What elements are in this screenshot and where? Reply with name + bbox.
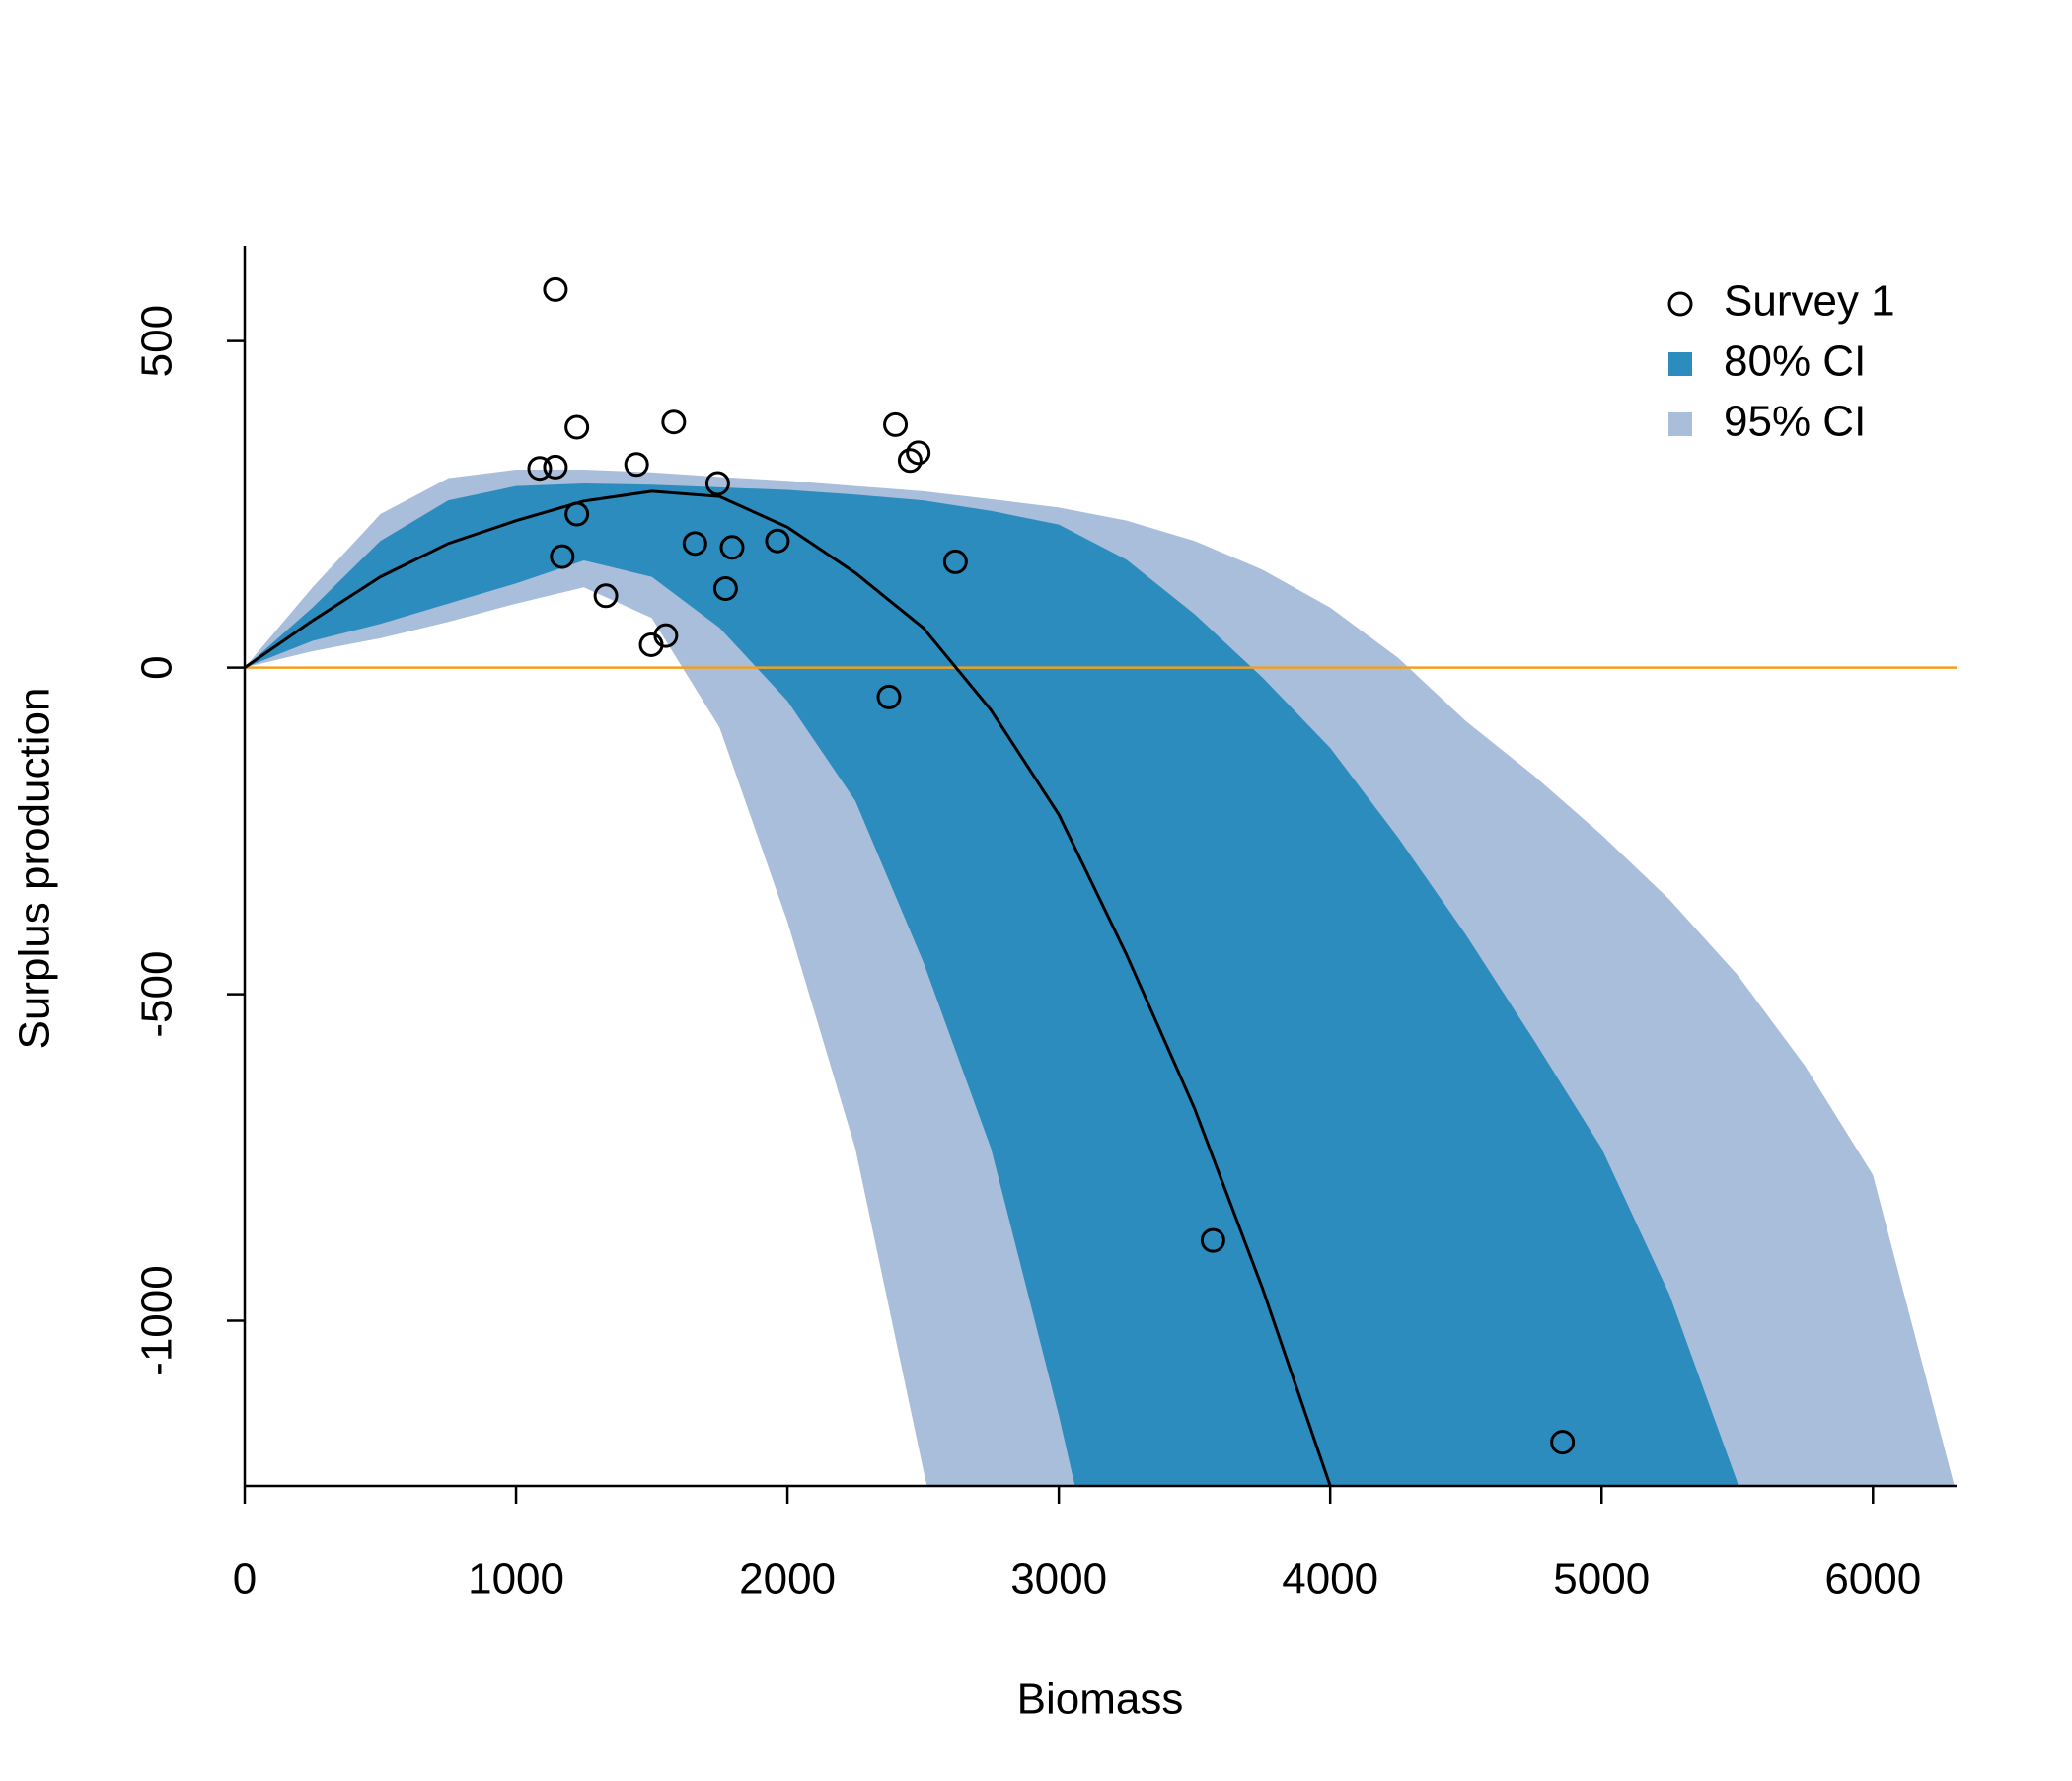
x-tick-label: 0 bbox=[233, 1555, 257, 1603]
survey-point bbox=[593, 583, 619, 609]
legend-swatch bbox=[1668, 412, 1692, 436]
x-tick-label: 5000 bbox=[1553, 1555, 1650, 1603]
survey-point bbox=[1200, 1227, 1225, 1253]
survey-point bbox=[883, 411, 909, 437]
survey-point bbox=[712, 576, 738, 602]
y-tick-label: 500 bbox=[133, 305, 182, 377]
survey-point bbox=[653, 623, 679, 648]
legend-label: 95% CI bbox=[1724, 398, 1866, 446]
survey-point bbox=[682, 531, 707, 557]
y-tick-label: -1000 bbox=[133, 1265, 182, 1376]
legend-label: Survey 1 bbox=[1724, 277, 1895, 326]
survey-point bbox=[564, 501, 590, 527]
survey-point bbox=[897, 448, 923, 474]
survey-point bbox=[906, 440, 931, 466]
x-axis-title: Biomass bbox=[1017, 1675, 1184, 1724]
plot-area bbox=[245, 470, 1957, 1486]
fit-curve bbox=[245, 489, 1332, 1486]
survey-point bbox=[564, 414, 590, 440]
survey-point bbox=[543, 276, 568, 302]
survey-point bbox=[719, 535, 745, 560]
survey-point bbox=[661, 409, 687, 435]
survey-point bbox=[543, 454, 568, 480]
survey-point bbox=[624, 452, 649, 478]
survey-point bbox=[942, 549, 968, 574]
legend-label: 80% CI bbox=[1724, 337, 1866, 386]
y-axis-title: Surplus production bbox=[11, 688, 59, 1050]
ci-band bbox=[245, 482, 1739, 1486]
survey-point bbox=[527, 456, 553, 482]
survey-point bbox=[704, 471, 730, 496]
y-tick-label: -500 bbox=[133, 951, 182, 1038]
legend-marker bbox=[1667, 291, 1693, 317]
y-tick-label: 0 bbox=[133, 655, 182, 679]
survey-point bbox=[765, 528, 790, 554]
x-tick-label: 1000 bbox=[468, 1555, 564, 1603]
survey-point bbox=[550, 544, 575, 569]
x-tick-label: 2000 bbox=[739, 1555, 836, 1603]
x-tick-label: 4000 bbox=[1282, 1555, 1378, 1603]
survey-point bbox=[1550, 1430, 1576, 1455]
survey-point bbox=[876, 684, 902, 709]
legend-swatch bbox=[1668, 352, 1692, 376]
x-tick-label: 3000 bbox=[1010, 1555, 1107, 1603]
x-tick-label: 6000 bbox=[1824, 1555, 1921, 1603]
